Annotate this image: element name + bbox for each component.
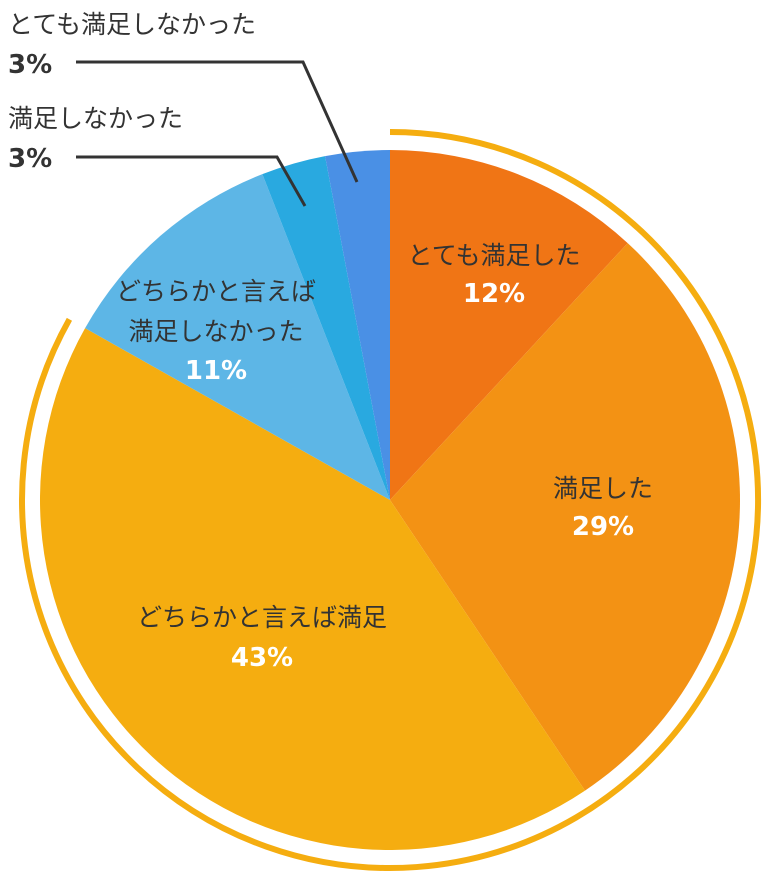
pie-slice-5 <box>262 156 390 500</box>
pie-slice-1 <box>390 150 628 500</box>
slice-1-name: とても満足した <box>407 241 580 270</box>
label-slice-3: どちらかと言えば満足 43% <box>137 603 387 673</box>
slice-5-name: 満足しなかった <box>8 104 183 133</box>
slice-4-name-line2: 満足しなかった <box>128 317 303 346</box>
slice-2-name: 満足した <box>553 474 653 503</box>
leader-line-slice-6 <box>76 60 359 183</box>
slice-4-value: 11% <box>185 356 247 386</box>
pie-slice-3 <box>39 328 586 851</box>
slice-1-value: 12% <box>463 279 525 309</box>
slice-3-name: どちらかと言えば満足 <box>137 603 387 632</box>
external-label-slice-6: とても満足しなかった 3% <box>8 10 359 183</box>
slice-2-value: 29% <box>572 512 634 542</box>
leader-line-slice-5 <box>76 155 307 207</box>
label-slice-2: 満足した 29% <box>553 474 653 542</box>
pie-slice-2 <box>390 243 741 791</box>
slice-6-name: とても満足しなかった <box>8 10 256 39</box>
slice-4-name-line1: どちらかと言えば <box>116 277 316 306</box>
slice-5-value: 3% <box>8 144 52 174</box>
highlight-arc <box>19 129 761 871</box>
pie-slice-4 <box>85 174 390 500</box>
label-slice-1: とても満足した 12% <box>407 241 580 309</box>
pie-slices <box>39 150 741 851</box>
slice-6-value: 3% <box>8 50 52 80</box>
pie-slice-6 <box>325 150 390 500</box>
external-label-slice-5: 満足しなかった 3% <box>8 104 307 207</box>
label-slice-4: どちらかと言えば 満足しなかった 11% <box>116 277 316 386</box>
slice-3-value: 43% <box>231 643 293 673</box>
